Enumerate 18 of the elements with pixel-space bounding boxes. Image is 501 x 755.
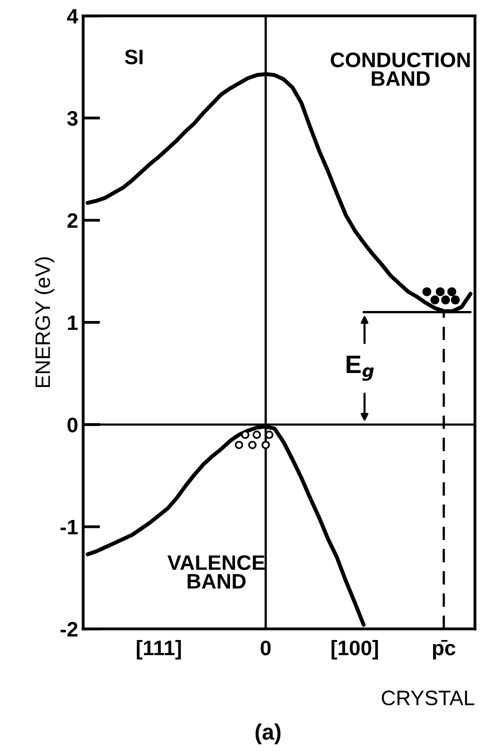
y-tick-label: 0 — [68, 418, 78, 432]
y-axis-title: ENERGY (eV) — [34, 257, 54, 388]
y-tick-label: 4 — [67, 9, 78, 24]
y-tick-label: -1 — [60, 520, 78, 534]
text: (a) — [256, 724, 281, 744]
y-tick-label: 2 — [67, 213, 78, 228]
x-tick-label: p̄c — [433, 640, 456, 660]
annotation: CONDUCTION BAND — [330, 52, 470, 86]
y-tick-label: 3 — [67, 111, 78, 126]
annotation: VALENCE BAND — [168, 555, 265, 588]
annotation: SI — [124, 50, 143, 64]
x-tick-label: 0 — [260, 640, 271, 656]
x-tick-label: [111] — [136, 640, 181, 660]
y-tick-label: -2 — [60, 622, 78, 636]
annotation: E$_{g}$ — [346, 356, 374, 381]
y-tick-label: 1 — [68, 316, 78, 330]
x-axis-title: CRYSTAL — [382, 690, 474, 706]
x-tick-label: [100] — [332, 640, 378, 660]
